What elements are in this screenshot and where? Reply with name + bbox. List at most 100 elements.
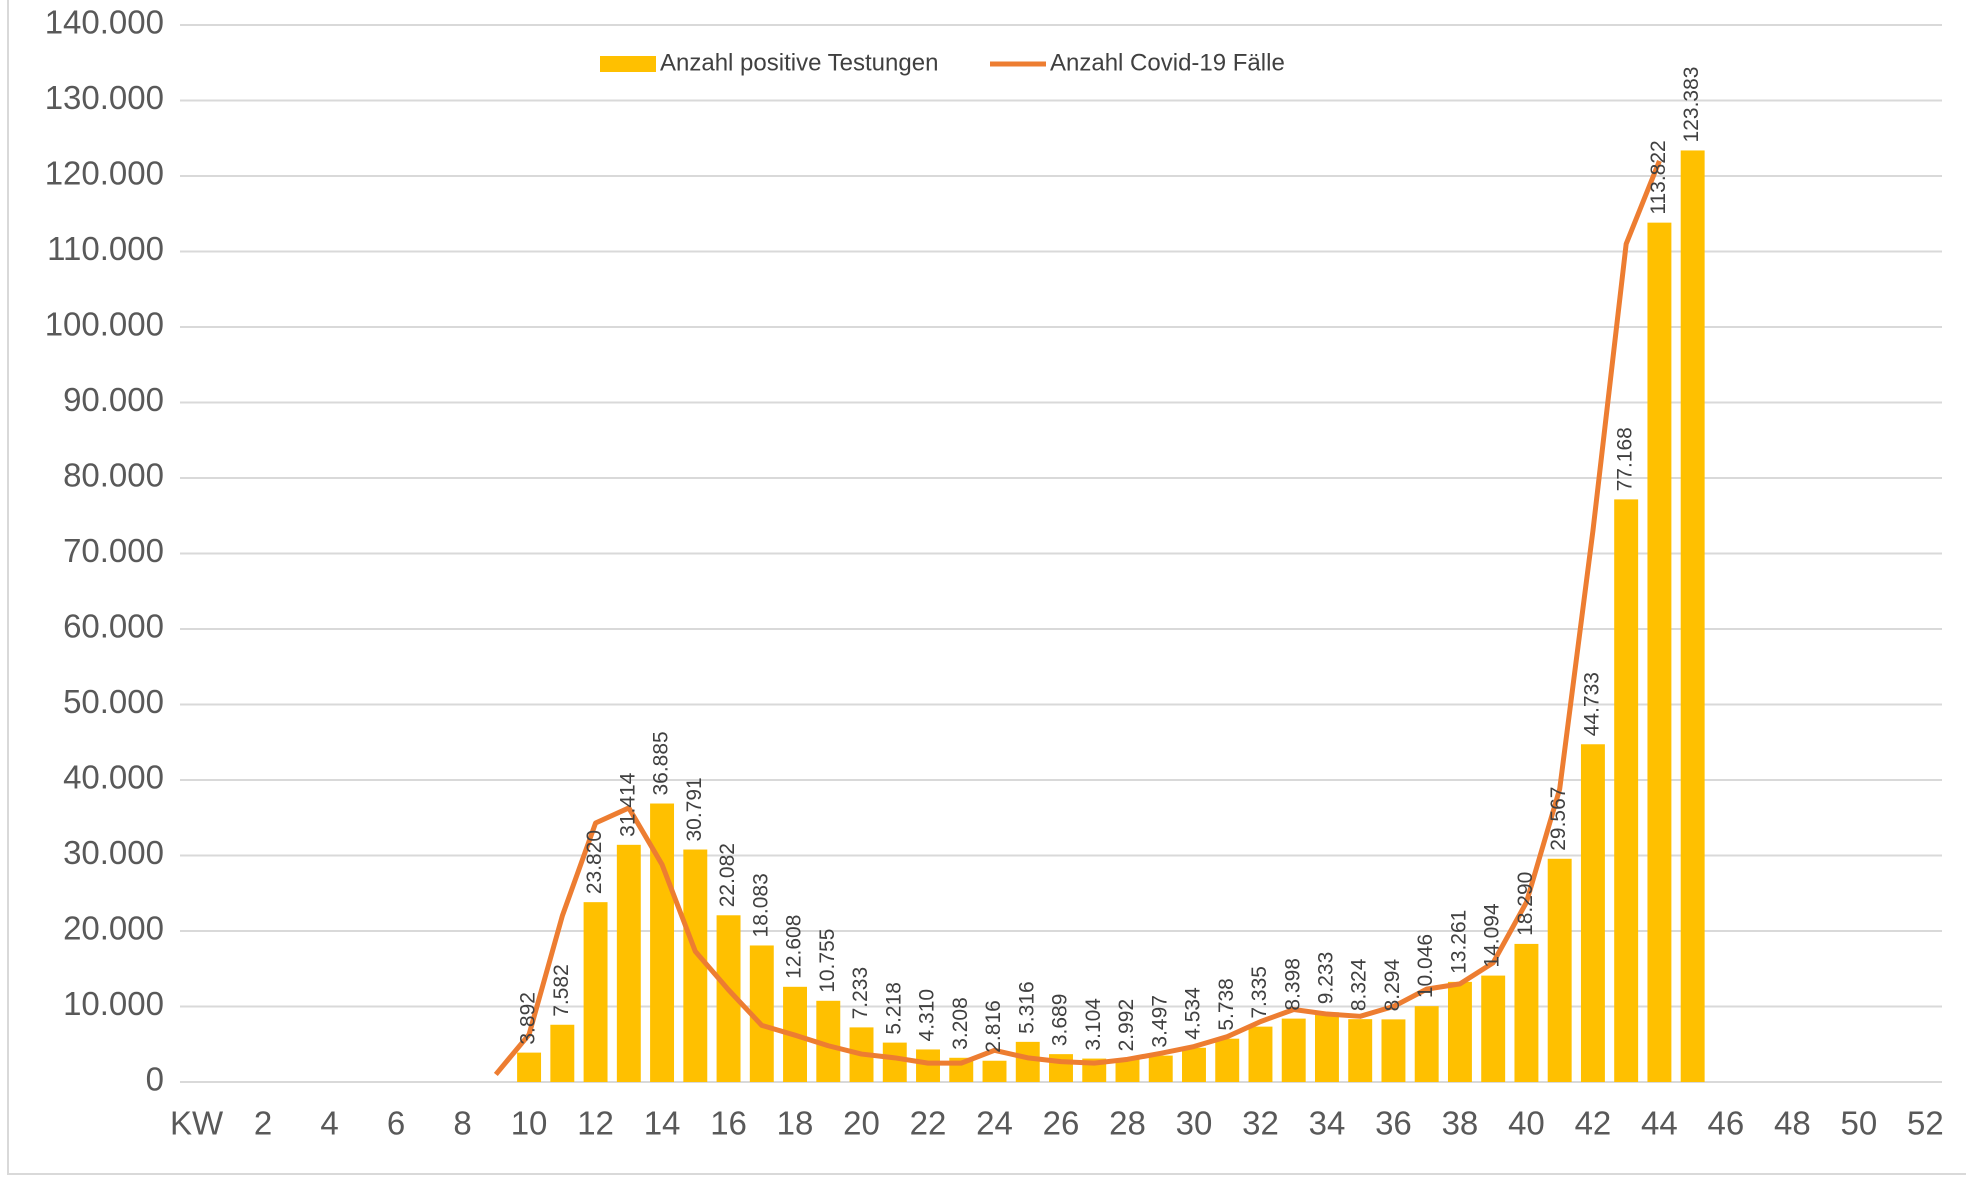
y-tick-label: 60.000 — [63, 608, 164, 645]
bar — [882, 1042, 907, 1082]
bar — [1414, 1006, 1439, 1082]
data-label: 9.233 — [1315, 952, 1338, 1005]
bar — [1314, 1012, 1339, 1082]
bar — [1447, 981, 1472, 1082]
x-tick-label: 40 — [1508, 1105, 1545, 1142]
data-label: 77.168 — [1614, 427, 1637, 491]
line — [493, 159, 1662, 1077]
data-label: 44.733 — [1580, 672, 1603, 736]
data-label: 8.294 — [1381, 959, 1404, 1012]
data-label: 29.567 — [1547, 787, 1570, 851]
bar — [749, 945, 774, 1082]
bar — [650, 803, 675, 1082]
bar — [1580, 744, 1605, 1082]
bar — [716, 915, 741, 1082]
y-tick-label: 120.000 — [45, 155, 164, 192]
y-tick-label: 80.000 — [63, 457, 164, 494]
data-label: 4.310 — [916, 989, 939, 1042]
bar — [1547, 858, 1572, 1082]
bar — [1015, 1041, 1040, 1082]
bar — [1381, 1019, 1406, 1082]
bar — [683, 849, 708, 1082]
bar — [517, 1052, 542, 1082]
y-tick-label: 40.000 — [63, 759, 164, 796]
data-label: 5.218 — [882, 982, 905, 1035]
x-tick-label: 12 — [577, 1105, 614, 1142]
data-label: 3.208 — [949, 997, 972, 1050]
bar — [550, 1024, 575, 1082]
x-tick-label: 18 — [777, 1105, 814, 1142]
bar — [982, 1060, 1007, 1082]
x-tick-label: 8 — [453, 1105, 471, 1142]
x-tick-label: 44 — [1641, 1105, 1678, 1142]
y-tick-label: 70.000 — [63, 532, 164, 569]
bar — [816, 1000, 841, 1082]
x-tick-label: 38 — [1442, 1105, 1479, 1142]
data-label: 5.738 — [1215, 978, 1238, 1031]
bar — [1680, 150, 1705, 1082]
data-label: 18.290 — [1514, 872, 1537, 936]
data-label: 13.261 — [1447, 910, 1470, 974]
bar — [1248, 1026, 1273, 1082]
y-tick-label: 110.000 — [47, 230, 164, 267]
x-tick-label: 32 — [1242, 1105, 1279, 1142]
data-label: 113.822 — [1647, 140, 1670, 214]
data-label: 10.755 — [816, 929, 839, 993]
bar — [1514, 943, 1539, 1082]
x-tick-label: KW — [170, 1105, 224, 1142]
data-label: 31.414 — [616, 772, 639, 837]
data-label: 30.791 — [683, 777, 706, 841]
bar — [1281, 1018, 1306, 1082]
x-tick-label: 2 — [254, 1105, 272, 1142]
y-tick-label: 50.000 — [63, 683, 164, 720]
data-label: 4.534 — [1182, 987, 1205, 1040]
y-tick-label: 30.000 — [63, 834, 164, 871]
data-label: 2.816 — [982, 1000, 1005, 1053]
x-tick-label: 50 — [1841, 1105, 1878, 1142]
data-label: 5.316 — [1015, 981, 1038, 1034]
x-tick-label: 26 — [1043, 1105, 1080, 1142]
legend-label: Anzahl Covid-19 Fälle — [1050, 49, 1285, 76]
x-tick-label: 36 — [1375, 1105, 1412, 1142]
data-label: 14.094 — [1481, 903, 1504, 968]
x-tick-label: 34 — [1309, 1105, 1346, 1142]
bar — [1148, 1055, 1173, 1082]
y-tick-label: 100.000 — [45, 306, 164, 343]
bar — [1215, 1038, 1240, 1082]
x-tick-label: 48 — [1774, 1105, 1811, 1142]
legend-label: Anzahl positive Testungen — [660, 49, 938, 76]
y-tick-label: 140.000 — [45, 4, 164, 41]
x-tick-label: 24 — [976, 1105, 1013, 1142]
x-tick-label: 20 — [843, 1105, 880, 1142]
x-tick-label: 6 — [387, 1105, 405, 1142]
data-label: 12.608 — [783, 915, 806, 979]
bar — [916, 1049, 940, 1082]
data-label: 3.689 — [1049, 994, 1072, 1047]
x-tick-label: 28 — [1109, 1105, 1146, 1142]
data-label: 36.885 — [650, 731, 673, 795]
bar — [616, 844, 641, 1082]
data-label: 8.324 — [1348, 958, 1371, 1011]
bar — [1614, 499, 1639, 1082]
x-tick-label: 30 — [1176, 1105, 1213, 1142]
x-tick-label: 52 — [1907, 1105, 1944, 1142]
bar — [1481, 975, 1506, 1082]
x-tick-label: 16 — [710, 1105, 747, 1142]
x-tick-label: 22 — [910, 1105, 947, 1142]
bar — [1348, 1019, 1373, 1082]
data-label: 3.497 — [1148, 995, 1171, 1048]
y-tick-label: 90.000 — [63, 381, 164, 418]
data-label: 10.046 — [1414, 934, 1437, 998]
data-label: 7.233 — [849, 967, 872, 1020]
data-label: 3.104 — [1082, 998, 1105, 1051]
bar — [1647, 222, 1672, 1082]
data-label: 7.335 — [1248, 966, 1271, 1019]
data-label: 3.892 — [517, 992, 540, 1045]
legend-swatch — [600, 56, 656, 72]
y-tick-label: 0 — [146, 1061, 164, 1098]
data-label: 22.082 — [716, 843, 739, 907]
bar — [1182, 1047, 1206, 1082]
data-label: 123.383 — [1680, 67, 1703, 143]
y-tick-label: 20.000 — [63, 910, 164, 947]
x-tick-label: 4 — [320, 1105, 338, 1142]
